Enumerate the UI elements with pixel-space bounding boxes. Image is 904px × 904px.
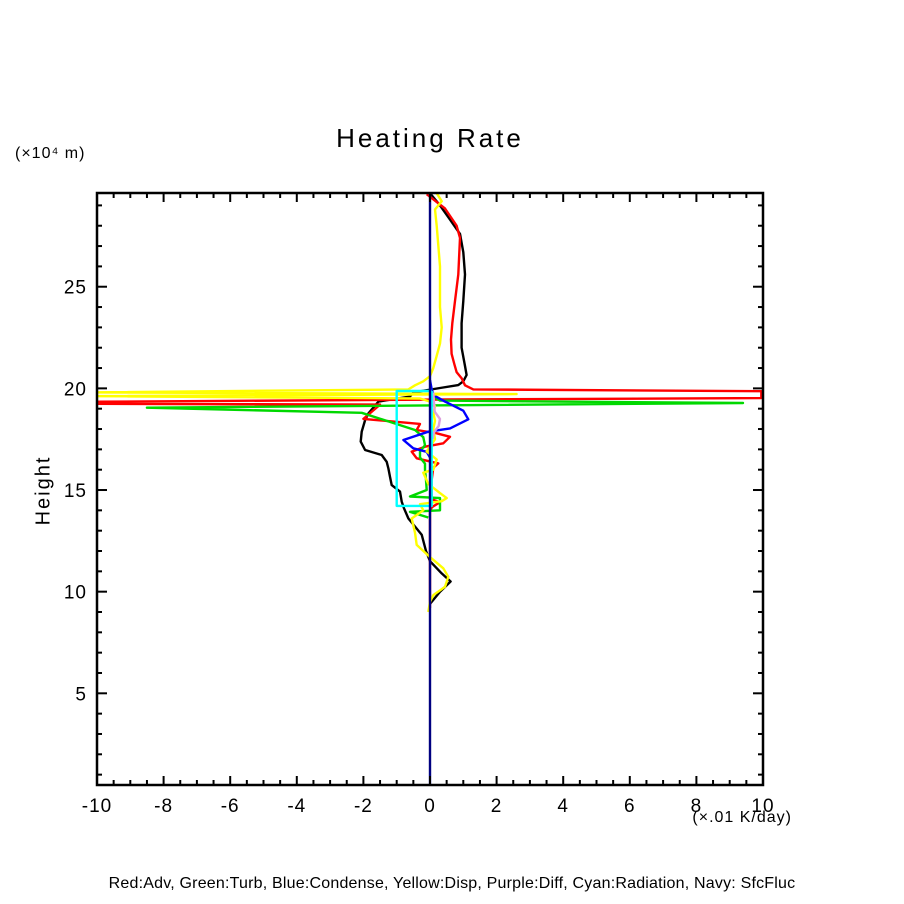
chart-title: Heating Rate — [336, 123, 524, 153]
series-legend: Red:Adv, Green:Turb, Blue:Condense, Yell… — [108, 875, 796, 892]
series-radiation — [395, 389, 433, 508]
y-tick-label: 15 — [64, 481, 87, 502]
y-tick-label: 5 — [75, 684, 87, 705]
x-tick-label: 0 — [424, 796, 436, 817]
x-tick-label: 2 — [491, 796, 503, 817]
x-tick-label: 6 — [624, 796, 636, 817]
x-axis-unit-label: (×.01 K/day) — [692, 809, 792, 826]
y-axis-unit-label: (×10⁴ m) — [15, 145, 86, 162]
series-disp — [97, 193, 518, 613]
y-tick-label: 20 — [64, 379, 87, 400]
x-tick-label: 10 — [751, 796, 774, 817]
x-tick-label: -4 — [287, 796, 306, 817]
series-black-unlabeled-total — [359, 193, 468, 605]
x-tick-label: 4 — [557, 796, 569, 817]
y-tick-label: 25 — [64, 278, 87, 299]
x-tick-label: -6 — [221, 796, 240, 817]
x-tick-label: -8 — [154, 796, 173, 817]
series-turb — [145, 388, 745, 519]
series-diff — [431, 392, 442, 440]
y-tick-label: 10 — [64, 583, 87, 604]
x-tick-label: -10 — [82, 796, 112, 817]
x-tick-label: -2 — [354, 796, 373, 817]
x-tick-label: 8 — [691, 796, 703, 817]
